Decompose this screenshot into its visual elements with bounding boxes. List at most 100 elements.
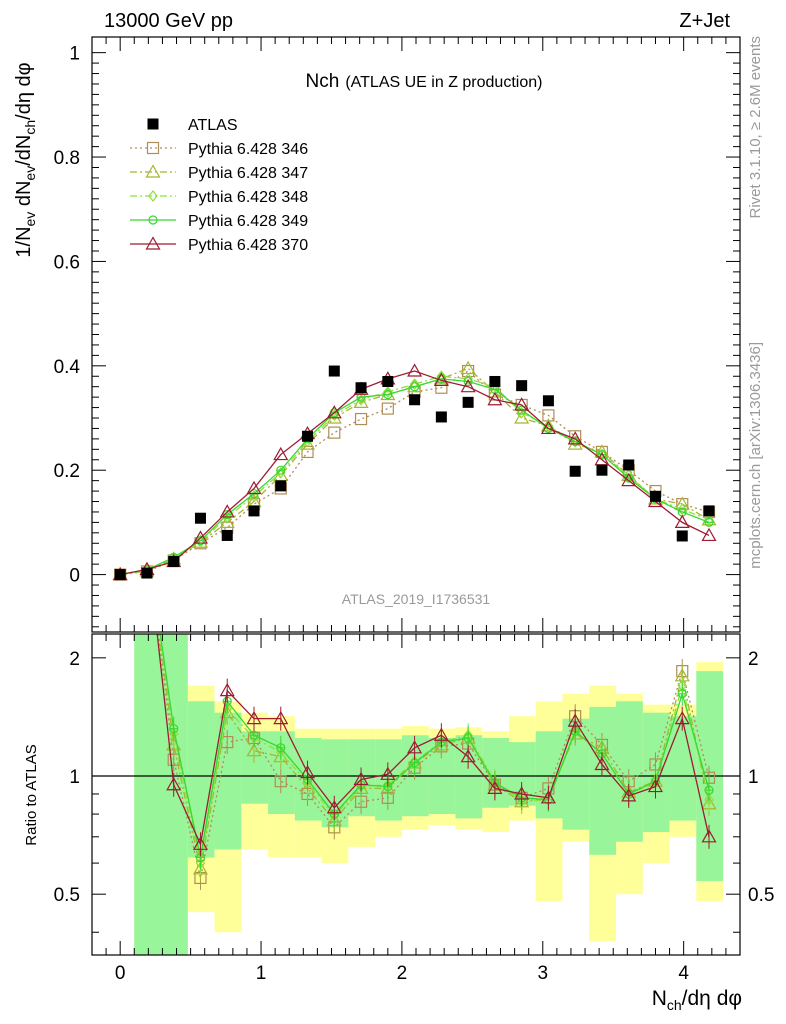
ratio-point xyxy=(192,836,208,850)
ratio-y-tick-label: 2 xyxy=(69,649,80,670)
series-point xyxy=(275,466,286,479)
series-point xyxy=(516,406,527,419)
green-band xyxy=(455,735,483,819)
ratio-point xyxy=(274,775,287,788)
mcplots-label: mcplots.cern.ch [arXiv:1306.3436] xyxy=(747,342,764,569)
series-point xyxy=(514,410,530,424)
green-band xyxy=(187,701,215,858)
ratio-y-tick-label-right: 1 xyxy=(748,767,759,788)
legend-marker xyxy=(145,236,161,250)
ratio-y-axis-label: Ratio to ATLAS xyxy=(23,744,40,845)
series-point xyxy=(409,378,420,391)
series-point xyxy=(354,412,368,426)
plot-title-sub: (ATLAS UE in Z production) xyxy=(345,74,542,91)
green-band xyxy=(589,706,617,855)
ratio-point xyxy=(674,710,690,725)
analysis-label: ATLAS_2019_I1736531 xyxy=(342,591,491,607)
ratio-point xyxy=(487,780,503,794)
x-tick-label: 1 xyxy=(256,963,267,984)
ratio-plot: 0 1 2 3 4 0.5 0.5 1 1 2 2 xyxy=(54,633,774,984)
atlas-point xyxy=(596,464,608,476)
y-axis-label: 1/Nev dNev/dNch/dη dφ xyxy=(13,62,38,257)
legend-marker xyxy=(145,164,161,178)
ratio-point xyxy=(567,713,583,727)
ratio-line xyxy=(156,634,710,847)
series-line xyxy=(120,375,710,576)
green-band xyxy=(161,634,188,955)
series-point xyxy=(222,511,233,524)
legend-label: Pythia 6.428 349 xyxy=(188,213,308,230)
legend-label: ATLAS xyxy=(188,117,238,134)
atlas-point xyxy=(382,375,394,387)
ratio-y-tick-label: 0.5 xyxy=(54,885,80,906)
series-point xyxy=(674,514,690,528)
atlas-point xyxy=(221,529,233,541)
series-point xyxy=(249,490,259,503)
atlas-point xyxy=(703,505,715,517)
ratio-point xyxy=(704,793,714,806)
atlas-point xyxy=(194,512,206,524)
series-line xyxy=(120,370,710,576)
atlas-point xyxy=(409,394,421,406)
ratio-point xyxy=(353,771,369,786)
atlas-point xyxy=(141,567,153,579)
atlas-point xyxy=(542,395,554,407)
ratio-point xyxy=(647,778,664,793)
series-point xyxy=(460,378,476,393)
series-point xyxy=(219,504,235,518)
atlas-point xyxy=(168,556,180,568)
series-line xyxy=(120,378,710,576)
atlas-point xyxy=(649,490,661,502)
series-point xyxy=(407,363,423,377)
series-point xyxy=(567,431,583,445)
series-point xyxy=(594,444,610,458)
x-axis-label: Nch/dη dφ xyxy=(652,987,742,1013)
series-point xyxy=(701,527,717,542)
series-point xyxy=(383,385,393,398)
ratio-point xyxy=(407,740,423,754)
series-point xyxy=(326,405,342,419)
main-plot: 0 0.2 0.4 0.6 0.8 1 xyxy=(54,36,741,633)
atlas-point xyxy=(328,365,340,377)
ratio-line xyxy=(158,634,710,870)
ratio-y-tick-label-right: 0.5 xyxy=(748,885,774,906)
ratio-line xyxy=(159,634,710,858)
series-point xyxy=(462,364,475,378)
legend-marker xyxy=(146,141,160,155)
ratio-point xyxy=(540,790,556,804)
x-tick-label: 3 xyxy=(537,963,548,984)
process-label: Z+Jet xyxy=(679,10,730,32)
atlas-point xyxy=(489,375,501,387)
y-tick-label: 1 xyxy=(69,44,80,65)
series-point xyxy=(329,409,340,422)
plot-title: Nch (ATLAS UE in Z production) xyxy=(306,71,543,92)
ratio-point xyxy=(219,682,235,697)
ratio-point xyxy=(273,710,289,725)
series-point xyxy=(543,419,554,432)
green-band xyxy=(214,712,242,850)
legend-marker xyxy=(147,118,159,130)
green-band xyxy=(482,737,509,808)
ratio-y-tick-label-right: 2 xyxy=(748,649,759,670)
ratio-point xyxy=(594,756,610,771)
series-point xyxy=(219,514,235,528)
atlas-point xyxy=(435,411,447,423)
green-band xyxy=(642,712,670,833)
green-band xyxy=(669,716,697,821)
ratio-point xyxy=(514,786,530,800)
atlas-point xyxy=(355,382,367,394)
series-point xyxy=(433,372,449,387)
energy-label: 13000 GeV pp xyxy=(104,10,233,32)
ratio-point xyxy=(380,766,396,780)
atlas-point xyxy=(114,569,126,581)
series-point xyxy=(246,480,262,495)
legend-label: Pythia 6.428 348 xyxy=(188,189,308,206)
green-band xyxy=(268,731,295,815)
y-tick-label: 0.8 xyxy=(54,148,80,169)
legend-label: Pythia 6.428 347 xyxy=(188,165,308,182)
y-tick-label: 0.2 xyxy=(54,461,80,482)
ratio-point xyxy=(621,788,637,802)
legend: ATLAS Pythia 6.428 346 Pythia 6.428 347 Pyt… xyxy=(130,117,308,254)
series-point xyxy=(328,426,341,439)
